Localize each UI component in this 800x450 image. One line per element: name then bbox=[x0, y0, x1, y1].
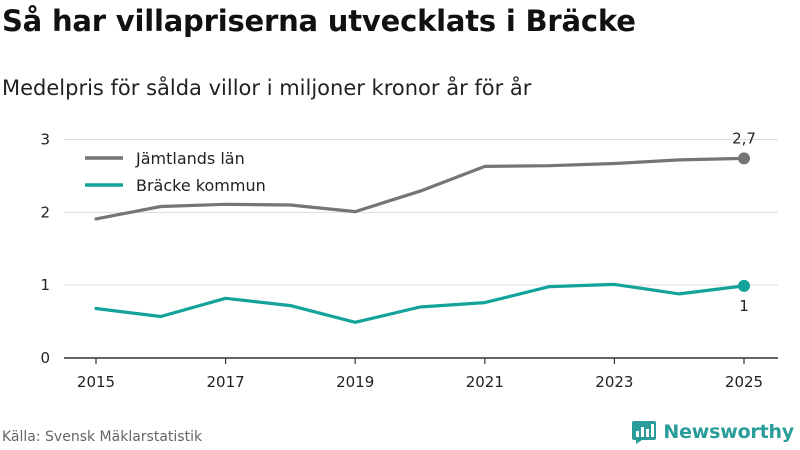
series-end-label-0: 2,7 bbox=[732, 129, 756, 147]
series-end-label-1: 1 bbox=[739, 297, 749, 315]
chart-subtitle: Medelpris för sålda villor i miljoner kr… bbox=[2, 76, 532, 100]
y-tick-label: 3 bbox=[40, 131, 50, 149]
series-line-1 bbox=[94, 282, 746, 324]
series-end-point-1 bbox=[738, 279, 750, 292]
legend-label-0: Jämtlands län bbox=[135, 149, 245, 168]
x-tick-label: 2017 bbox=[207, 373, 245, 391]
source-note: Källa: Svensk Mäklarstatistik bbox=[2, 429, 203, 445]
y-tick-label: 2 bbox=[40, 203, 50, 221]
legend-label-1: Bräcke kommun bbox=[136, 176, 266, 195]
chart-title: Så har villapriserna utvecklats i Bräcke bbox=[2, 4, 636, 38]
series-end-point-0 bbox=[738, 152, 750, 165]
x-tick-label: 2023 bbox=[595, 373, 633, 391]
x-tick-label: 2021 bbox=[466, 373, 504, 391]
bar-chart-speech-bubble-icon bbox=[632, 421, 657, 444]
x-tick-label: 2019 bbox=[336, 373, 374, 391]
x-tick-label: 2015 bbox=[77, 373, 115, 391]
y-tick-label: 0 bbox=[40, 349, 50, 367]
brand-name: Newsworthy bbox=[663, 421, 794, 443]
y-tick-label: 1 bbox=[40, 276, 50, 294]
x-tick-label: 2025 bbox=[725, 373, 763, 391]
series-line-0 bbox=[94, 156, 746, 221]
brand-logo: Newsworthy bbox=[631, 419, 794, 445]
